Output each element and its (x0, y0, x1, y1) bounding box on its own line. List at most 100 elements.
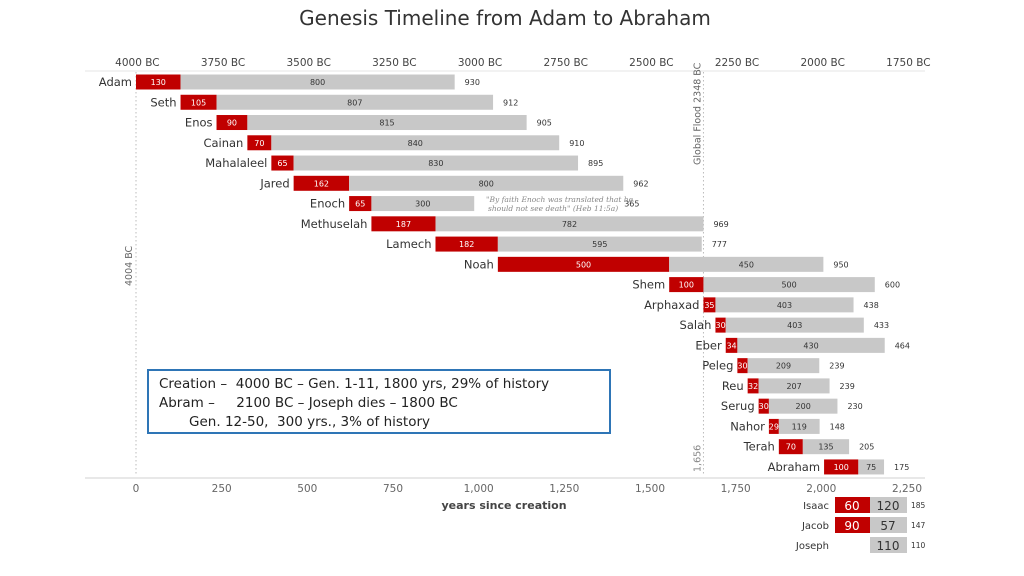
bar-age-at-son (715, 317, 726, 333)
bar-age-at-son (136, 74, 181, 90)
remaining-years-label: 75 (866, 463, 876, 472)
bar-remaining-years (349, 175, 624, 191)
age-at-son-label: 500 (576, 260, 591, 269)
remaining-years-label: 500 (781, 281, 796, 290)
bar-age-at-son (824, 459, 859, 475)
x-axis-tick-label: 250 (212, 483, 232, 495)
bar-age-at-son (747, 378, 759, 394)
bar-remaining-years (703, 277, 875, 293)
bar-age-at-son (497, 256, 670, 272)
remaining-years-label: 800 (479, 179, 494, 188)
bar-age-at-son (247, 135, 272, 151)
lifespan-label: 962 (633, 179, 648, 188)
person-name-label: Serug (721, 399, 755, 413)
age-at-son-label: 130 (151, 78, 166, 87)
top-axis-tick-label: 3500 BC (286, 57, 330, 69)
lifespan-label: 148 (830, 422, 845, 431)
remaining-years-label: 430 (803, 341, 818, 350)
x-axis-tick-label: 2,000 (806, 483, 836, 495)
remaining-years-label: 840 (408, 139, 423, 148)
age-at-son-label: 90 (844, 519, 859, 533)
bar-remaining-years (293, 155, 579, 171)
bar-remaining-years (737, 337, 885, 353)
bar-age-at-son (758, 398, 769, 414)
bar-remaining-years (768, 398, 838, 414)
remaining-years-label: 119 (792, 422, 807, 431)
age-at-son-label: 29 (769, 422, 779, 431)
flood-year-label: 1,656 (692, 445, 703, 472)
bar-remaining-years (669, 256, 824, 272)
remaining-years-label: 800 (310, 78, 325, 87)
top-axis-tick-label: 3250 BC (372, 57, 416, 69)
person-name-label: Seth (150, 95, 176, 109)
bar-remaining-years (180, 74, 455, 90)
lifespan-label: 205 (859, 443, 874, 452)
bar-age-at-son (835, 517, 870, 533)
x-axis-tick-label: 1,000 (464, 483, 494, 495)
bar-remaining-years (247, 115, 527, 131)
lifespan-label: 365 (624, 200, 639, 209)
lifespan-label: 239 (840, 382, 855, 391)
top-axis-tick-label: 2250 BC (715, 57, 759, 69)
chart-title: Genesis Timeline from Adam to Abraham (299, 6, 711, 30)
lifespan-label: 950 (833, 260, 848, 269)
top-axis-tick-label: 3750 BC (201, 57, 245, 69)
bar-remaining-years (802, 439, 850, 455)
remaining-years-label: 403 (787, 321, 802, 330)
x-axis-tick-label: 2,250 (892, 483, 922, 495)
bar-remaining-years (216, 94, 494, 110)
person-name-label: Reu (722, 379, 744, 393)
top-axis-tick-label: 2000 BC (800, 57, 844, 69)
bar-remaining-years (870, 497, 907, 513)
bar-remaining-years (758, 378, 830, 394)
remaining-years-label: 110 (877, 539, 900, 553)
top-axis-tick-label: 2750 BC (543, 57, 587, 69)
bar-remaining-years (371, 196, 475, 212)
note-line-1: Creation – 4000 BC – Gen. 1-11, 1800 yrs… (159, 376, 550, 392)
person-name-label: Lamech (386, 237, 431, 251)
bar-age-at-son (435, 236, 498, 252)
summary-note-box: Creation – 4000 BC – Gen. 1-11, 1800 yrs… (147, 369, 611, 434)
top-axis-tick-label: 4000 BC (115, 57, 159, 69)
person-name-label: Arphaxad (644, 298, 699, 312)
age-at-son-label: 90 (227, 119, 237, 128)
bar-remaining-years (870, 537, 907, 553)
bar-age-at-son (349, 196, 372, 212)
age-at-son-label: 34 (726, 341, 736, 350)
person-name-label: Enos (185, 116, 213, 130)
lifespan-label: 905 (537, 119, 552, 128)
person-name-label: Enoch (310, 197, 345, 211)
lifespan-label: 464 (895, 341, 910, 350)
remaining-years-label: 403 (777, 301, 792, 310)
person-name-label: Cainan (203, 136, 243, 150)
age-at-son-label: 65 (355, 200, 365, 209)
remaining-years-label: 200 (796, 402, 811, 411)
x-axis-tick-label: 1,750 (721, 483, 751, 495)
top-axis-tick-label: 2500 BC (629, 57, 673, 69)
person-name-label: Shem (632, 278, 665, 292)
x-axis-title: years since creation (441, 499, 566, 512)
bar-age-at-son (768, 418, 779, 434)
bar-age-at-son (725, 337, 738, 353)
person-name-label: Adam (99, 75, 132, 89)
lifespan-label: 912 (503, 98, 518, 107)
bar-remaining-years (778, 418, 820, 434)
lifespan-label: 930 (465, 78, 480, 87)
lifespan-label: 600 (885, 281, 900, 290)
person-name-label: Jacob (801, 521, 829, 532)
bar-remaining-years (435, 216, 704, 232)
lifespan-label: 239 (829, 362, 844, 371)
note-line-3: Gen. 12-50, 300 yrs., 3% of history (159, 414, 430, 430)
lifespan-label: 175 (894, 463, 909, 472)
bar-remaining-years (870, 517, 907, 533)
bar-remaining-years (725, 317, 864, 333)
remaining-years-label: 807 (347, 98, 362, 107)
x-axis-tick-label: 500 (297, 483, 317, 495)
lifespan-label: 910 (569, 139, 584, 148)
lifespan-label: 147 (911, 521, 926, 530)
bar-age-at-son (293, 175, 350, 191)
person-name-label: Eber (695, 338, 722, 352)
remaining-years-label: 135 (818, 443, 833, 452)
person-name-label: Joseph (795, 541, 829, 552)
